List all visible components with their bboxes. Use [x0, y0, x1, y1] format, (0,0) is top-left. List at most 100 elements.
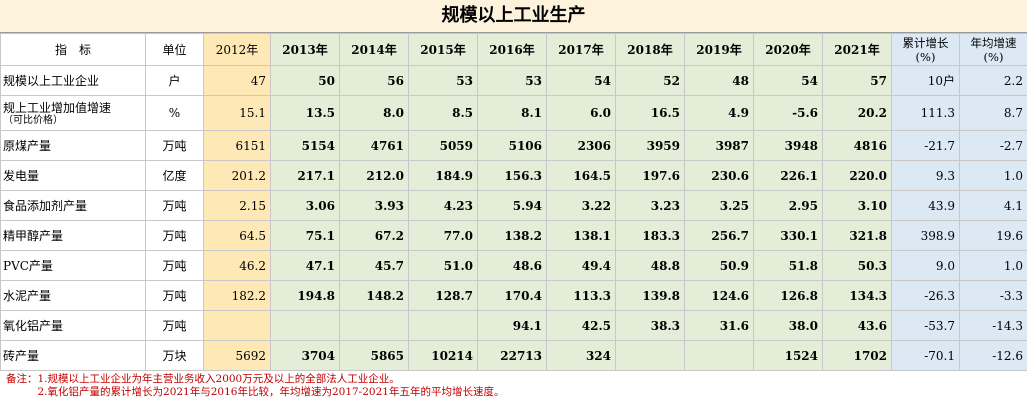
cell-year-value: 3.93: [339, 190, 409, 221]
indicator-label: 氧化铝产量: [3, 319, 64, 333]
cell-year-value: 2306: [546, 130, 616, 161]
row-unit: 万吨: [145, 190, 204, 221]
row-unit: 万吨: [145, 130, 204, 161]
cell-year-value: 3959: [615, 130, 685, 161]
cell-cumulative-growth: -26.3: [891, 280, 960, 311]
cell-year-value: 38.0: [753, 310, 823, 341]
header-year: 2016年: [477, 33, 547, 66]
cell-year-value: [270, 310, 340, 341]
cell-year-value: 56: [339, 65, 409, 96]
cell-year-value: 51.8: [753, 250, 823, 281]
row-indicator-name: 发电量: [0, 160, 146, 191]
table-title: 规模以上工业生产: [0, 0, 1027, 33]
table-row: 发电量 亿度 201.2 217.1 212.0 184.9 156.3 164.5 197.6…: [0, 160, 1027, 191]
note-line: 备注：1.规模以上工业企业为年主营业务收入2000万元及以上的全部法人工业企业。: [6, 373, 400, 385]
cell-year-value: 77.0: [408, 220, 478, 251]
row-unit: 户: [145, 65, 204, 96]
cell-year-value: 51.0: [408, 250, 478, 281]
row-indicator-name: 氧化铝产量: [0, 310, 146, 341]
table-row: 氧化铝产量 万吨 94.1 42.5 38.3 31.6 38.0 43.6 -53.7 -14.…: [0, 310, 1027, 341]
cell-year-value: 212.0: [339, 160, 409, 191]
cell-year-value: 113.3: [546, 280, 616, 311]
indicator-label: 规模以上工业企业: [3, 74, 100, 88]
table-row: PVC产量 万吨 46.2 47.1 45.7 51.0 48.6 49.4 48.8 50.9 5…: [0, 250, 1027, 281]
cell-year-value: 48.8: [615, 250, 685, 281]
cell-year-value: 43.6: [822, 310, 892, 341]
indicator-label: 原煤产量: [3, 139, 52, 153]
cell-year-value: [408, 310, 478, 341]
cell-year-value: 184.9: [408, 160, 478, 191]
cell-year-value: 138.2: [477, 220, 547, 251]
cell-year-value: 330.1: [753, 220, 823, 251]
cell-year-value: -5.6: [753, 95, 823, 131]
row-indicator-name: 食品添加剂产量: [0, 190, 146, 221]
header-cumulative-unit: (%): [915, 49, 936, 64]
header-year: 2018年: [615, 33, 685, 66]
cell-year-value: 94.1: [477, 310, 547, 341]
header-row: 指 标 单位 2012年 2013年 2014年 2015年 2016年 201…: [0, 33, 1027, 66]
cell-year-value: 324: [546, 340, 616, 371]
indicator-sublabel: （可比价格）: [3, 114, 63, 126]
cell-year-value: 48.6: [477, 250, 547, 281]
cell-year-value: 57: [822, 65, 892, 96]
cell-year-value: [684, 340, 754, 371]
cell-year-value: 53: [477, 65, 547, 96]
cell-year-value: 20.2: [822, 95, 892, 131]
cell-year-value: 16.5: [615, 95, 685, 131]
cell-year-value: 148.2: [339, 280, 409, 311]
cell-year-value: 256.7: [684, 220, 754, 251]
cell-year-value: 2.95: [753, 190, 823, 221]
row-unit: %: [145, 95, 204, 131]
cell-annual-growth: -14.3: [959, 310, 1027, 341]
indicator-label: 砖产量: [3, 349, 40, 363]
cell-year-value: 5154: [270, 130, 340, 161]
cell-annual-growth: 19.6: [959, 220, 1027, 251]
cell-cumulative-growth: 9.3: [891, 160, 960, 191]
cell-year-value: 220.0: [822, 160, 892, 191]
cell-year-value: 1702: [822, 340, 892, 371]
cell-year-value: 4.9: [684, 95, 754, 131]
indicator-label: 规上工业增加值增速: [3, 100, 112, 115]
cell-year-value: 3987: [684, 130, 754, 161]
cell-2012: 47: [203, 65, 271, 96]
cell-year-value: 134.3: [822, 280, 892, 311]
row-unit: 万吨: [145, 310, 204, 341]
cell-year-value: 6.0: [546, 95, 616, 131]
cell-2012: 5692: [203, 340, 271, 371]
header-year: 2014年: [339, 33, 409, 66]
cell-annual-growth: -12.6: [959, 340, 1027, 371]
table-row: 规模以上工业企业户 47 50 56 53 53 54 52 48 54 57 10户 2.2: [0, 65, 1027, 96]
table-row: 精甲醇产量 万吨 64.5 75.1 67.2 77.0 138.2 138.1 183.3 25…: [0, 220, 1027, 251]
header-year: 2017年: [546, 33, 616, 66]
cell-year-value: 4.23: [408, 190, 478, 221]
cell-year-value: 226.1: [753, 160, 823, 191]
cell-year-value: 31.6: [684, 310, 754, 341]
row-indicator-name: 规模以上工业企业: [0, 65, 146, 96]
cell-year-value: 3704: [270, 340, 340, 371]
cell-year-value: 3.23: [615, 190, 685, 221]
cell-2012: 182.2: [203, 280, 271, 311]
indicator-label: 发电量: [3, 169, 40, 183]
cell-year-value: 321.8: [822, 220, 892, 251]
cell-cumulative-growth: 9.0: [891, 250, 960, 281]
cell-2012: 201.2: [203, 160, 271, 191]
row-unit: 万吨: [145, 220, 204, 251]
cell-year-value: 3.10: [822, 190, 892, 221]
cell-year-value: 22713: [477, 340, 547, 371]
cell-year-value: 50.3: [822, 250, 892, 281]
cell-year-value: 170.4: [477, 280, 547, 311]
cell-annual-growth: -3.3: [959, 280, 1027, 311]
row-indicator-name: 规上工业增加值增速 （可比价格）: [0, 95, 146, 131]
cell-year-value: 10214: [408, 340, 478, 371]
cell-year-value: 194.8: [270, 280, 340, 311]
row-indicator-name: 砖产量: [0, 340, 146, 371]
header-year: 2015年: [408, 33, 478, 66]
cell-year-value: 45.7: [339, 250, 409, 281]
cell-cumulative-growth: -70.1: [891, 340, 960, 371]
header-year: 2019年: [684, 33, 754, 66]
cell-year-value: 5106: [477, 130, 547, 161]
row-indicator-name: 精甲醇产量: [0, 220, 146, 251]
note-line: 2.氧化铝产量的累计增长为2021年与2016年比较，年均增速为2017-202…: [6, 386, 505, 398]
row-unit: 万吨: [145, 280, 204, 311]
cell-year-value: 1524: [753, 340, 823, 371]
